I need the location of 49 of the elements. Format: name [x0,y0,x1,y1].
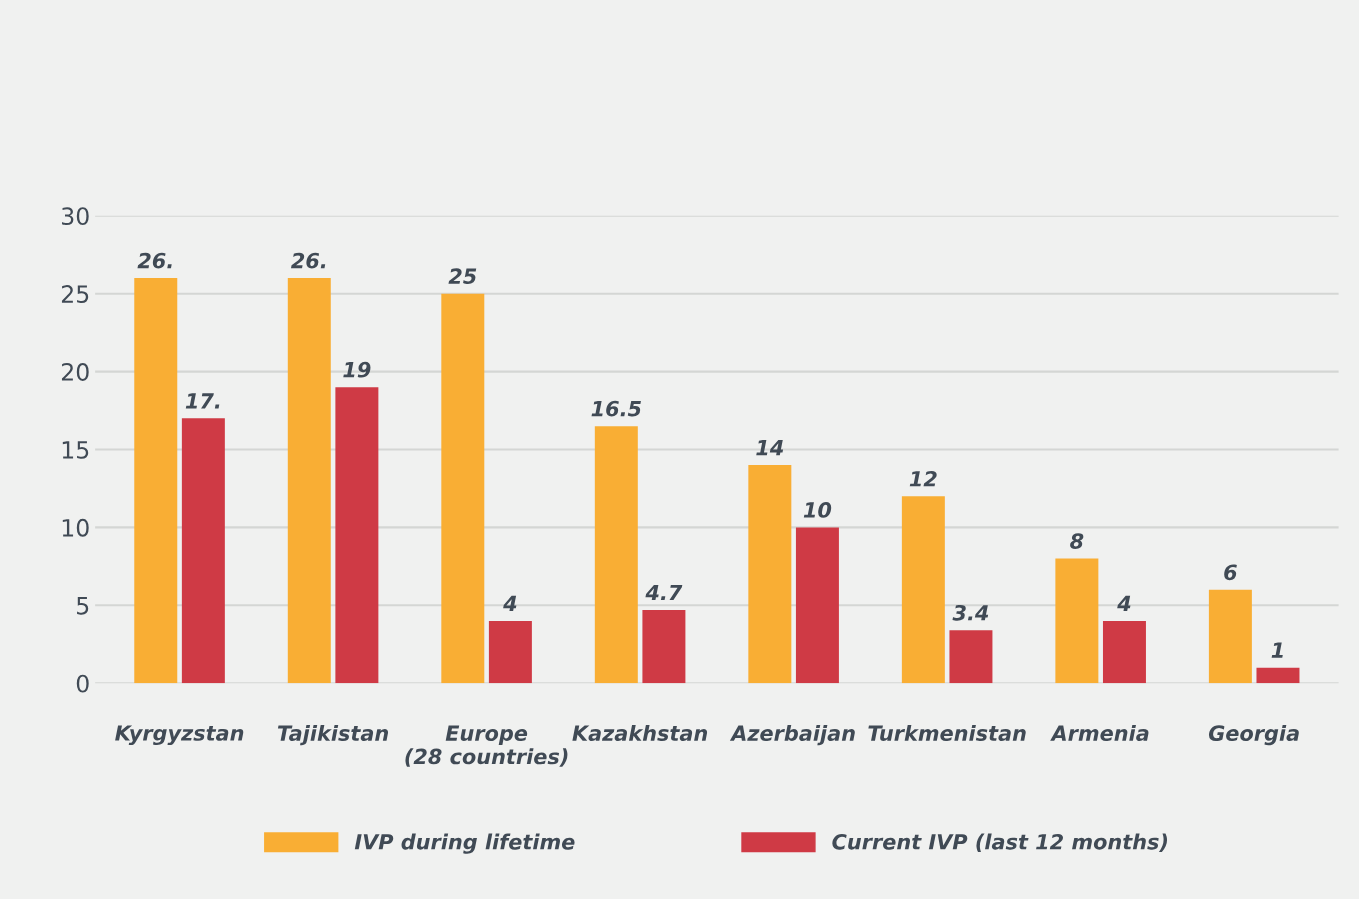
data-label: 8 [1070,533,1084,549]
bar [287,278,331,684]
x-tick-label: Georgia [1208,724,1299,746]
x-tick-label: Turkmenistan [868,724,1026,742]
bar [1102,620,1146,684]
bar [488,620,532,684]
y-tick-label: 15 [62,441,89,459]
bar [795,527,839,684]
bar [1055,558,1099,684]
x-tick-label: Kyrgyzstan [115,725,244,746]
data-label: 26. [137,252,172,269]
bar [1208,589,1252,684]
bar [949,630,993,684]
bar [181,418,225,684]
x-tick-label: Europe (28 countries) [405,725,568,767]
data-label: 25 [448,268,477,285]
y-tick-label: 10 [62,518,89,537]
data-label: 14 [756,440,784,456]
data-label: 3.4 [952,604,989,621]
x-tick-label: Kazakhstan [572,724,708,742]
legend-label: Current IVP (last 12 months) [832,833,1168,853]
x-tick-label: Tajikistan [277,724,389,746]
data-label: 10 [803,502,832,518]
data-label: 4 [1117,595,1131,612]
bar [335,387,379,684]
y-tick-label: 20 [61,363,89,381]
data-label: 4.7 [645,584,683,601]
data-label: 19 [343,361,371,378]
bar [594,426,638,684]
data-label: 16.5 [591,400,641,417]
data-label: 12 [909,470,937,487]
bar [134,278,178,684]
bar [642,610,686,684]
bar [1256,667,1300,684]
data-label: 4 [503,595,517,612]
data-label: 6 [1224,564,1237,581]
legend-label: IVP during lifetime [354,833,575,854]
x-tick-label: Azerbaijan [729,724,855,746]
y-tick-label: 0 [76,674,89,693]
bar [748,465,792,684]
bar [901,496,945,684]
y-tick-label: 30 [62,207,89,226]
data-label: 1 [1271,642,1283,658]
y-tick-label: 5 [77,597,89,615]
data-label: 26. [291,252,326,269]
bar [441,293,485,684]
y-tick-label: 25 [61,285,89,303]
data-label: 17. [185,393,220,409]
x-tick-label: Armenia [1050,724,1149,742]
